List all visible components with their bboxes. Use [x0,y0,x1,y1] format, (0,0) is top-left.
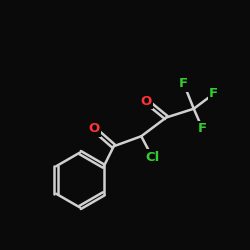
Text: Cl: Cl [146,151,160,164]
Text: F: F [198,122,207,135]
Text: F: F [209,87,218,100]
Text: O: O [88,122,100,135]
Text: O: O [140,95,152,108]
Text: F: F [179,77,188,90]
